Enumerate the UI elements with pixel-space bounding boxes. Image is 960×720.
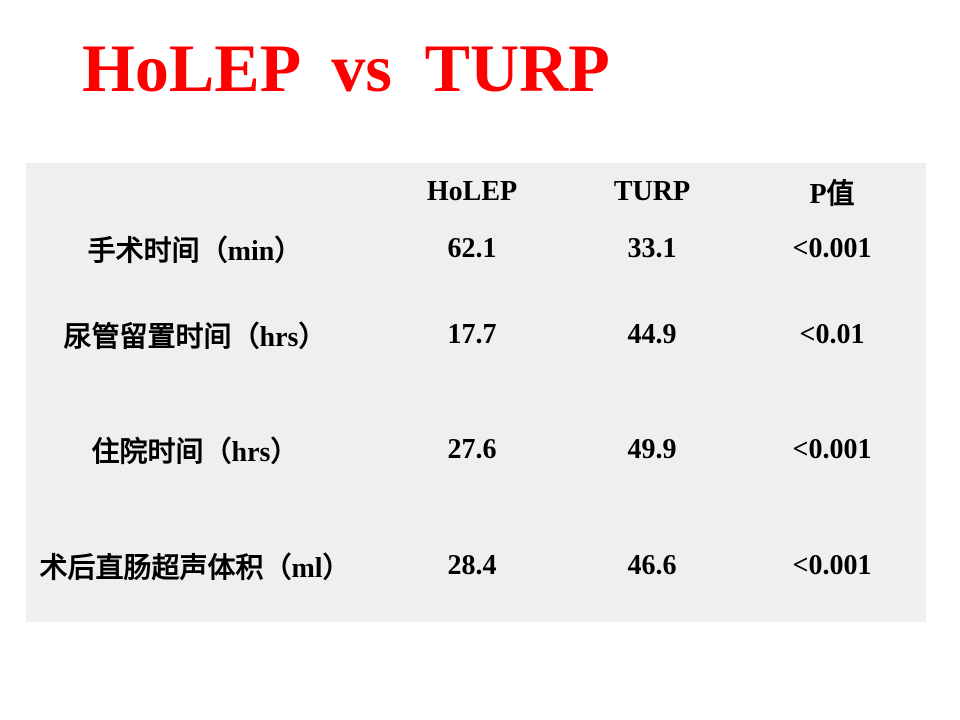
table-cell: <0.001 bbox=[792, 434, 872, 465]
table-background bbox=[26, 163, 926, 622]
column-header: P值 bbox=[809, 179, 855, 210]
table-cell: <0.001 bbox=[792, 233, 872, 264]
row-label: 术后直肠超声体积（ml） bbox=[39, 553, 351, 584]
column-header: HoLEP bbox=[426, 176, 518, 207]
table-cell: <0.01 bbox=[799, 319, 865, 350]
table-cell: 49.9 bbox=[627, 434, 677, 465]
row-label: 手术时间（min） bbox=[87, 236, 303, 267]
table-cell: 28.4 bbox=[447, 550, 497, 581]
table-cell: 27.6 bbox=[447, 434, 497, 465]
table-cell: 46.6 bbox=[627, 550, 677, 581]
table-cell: 62.1 bbox=[447, 233, 497, 264]
column-header: TURP bbox=[613, 176, 691, 207]
table-cell: <0.001 bbox=[792, 550, 872, 581]
row-label: 住院时间（hrs） bbox=[91, 437, 299, 468]
table-cell: 17.7 bbox=[447, 319, 497, 350]
table-cell: 44.9 bbox=[627, 319, 677, 350]
table-cell: 33.1 bbox=[627, 233, 677, 264]
row-label: 尿管留置时间（hrs） bbox=[63, 322, 327, 353]
slide-title: HoLEP vs TURP bbox=[82, 30, 610, 106]
